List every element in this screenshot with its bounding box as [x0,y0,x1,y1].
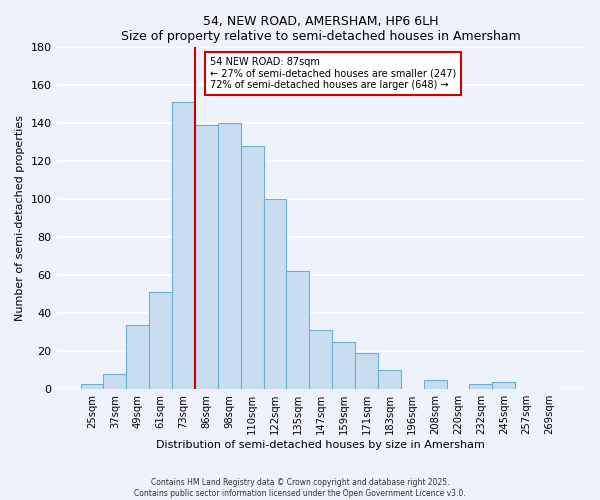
Y-axis label: Number of semi-detached properties: Number of semi-detached properties [15,115,25,321]
Bar [310,330,332,389]
Bar [424,380,446,389]
Bar [172,102,195,389]
Bar [103,374,127,389]
Bar [241,146,263,389]
Bar [469,384,493,389]
Bar [332,342,355,389]
Bar [493,382,515,389]
X-axis label: Distribution of semi-detached houses by size in Amersham: Distribution of semi-detached houses by … [157,440,485,450]
Text: 54 NEW ROAD: 87sqm
← 27% of semi-detached houses are smaller (247)
72% of semi-d: 54 NEW ROAD: 87sqm ← 27% of semi-detache… [210,57,456,90]
Bar [195,125,218,389]
Bar [149,292,172,389]
Bar [218,123,241,389]
Text: Contains HM Land Registry data © Crown copyright and database right 2025.
Contai: Contains HM Land Registry data © Crown c… [134,478,466,498]
Title: 54, NEW ROAD, AMERSHAM, HP6 6LH
Size of property relative to semi-detached house: 54, NEW ROAD, AMERSHAM, HP6 6LH Size of … [121,15,521,43]
Bar [263,199,286,389]
Bar [286,272,310,389]
Bar [355,353,378,389]
Bar [378,370,401,389]
Bar [80,384,103,389]
Bar [127,324,149,389]
